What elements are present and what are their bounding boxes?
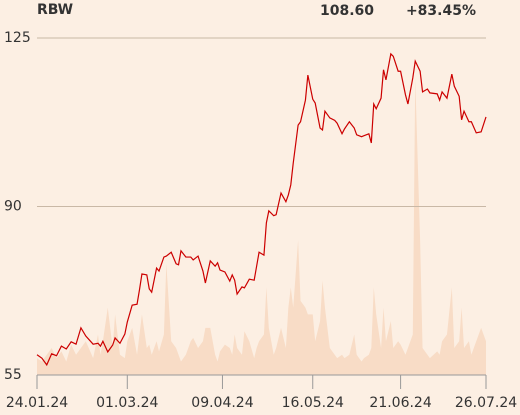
volume-area: [37, 78, 486, 375]
x-tick-label: 09.04.24: [191, 395, 253, 411]
y-tick-label: 55: [4, 367, 22, 383]
x-tick-label: 24.01.24: [6, 395, 68, 411]
y-tick-label: 125: [4, 30, 31, 46]
chart-title: RBW: [37, 2, 73, 18]
price-line: [36, 52, 487, 367]
change: +83.45%: [406, 3, 476, 19]
x-tick-label: 26.07.24: [455, 395, 517, 411]
x-tick-label: 21.06.24: [369, 395, 431, 411]
x-tick-label: 16.05.24: [282, 395, 344, 411]
y-tick-label: 90: [4, 199, 22, 215]
last-price: 108.60: [320, 3, 374, 19]
x-tick-label: 01.03.24: [96, 395, 158, 411]
